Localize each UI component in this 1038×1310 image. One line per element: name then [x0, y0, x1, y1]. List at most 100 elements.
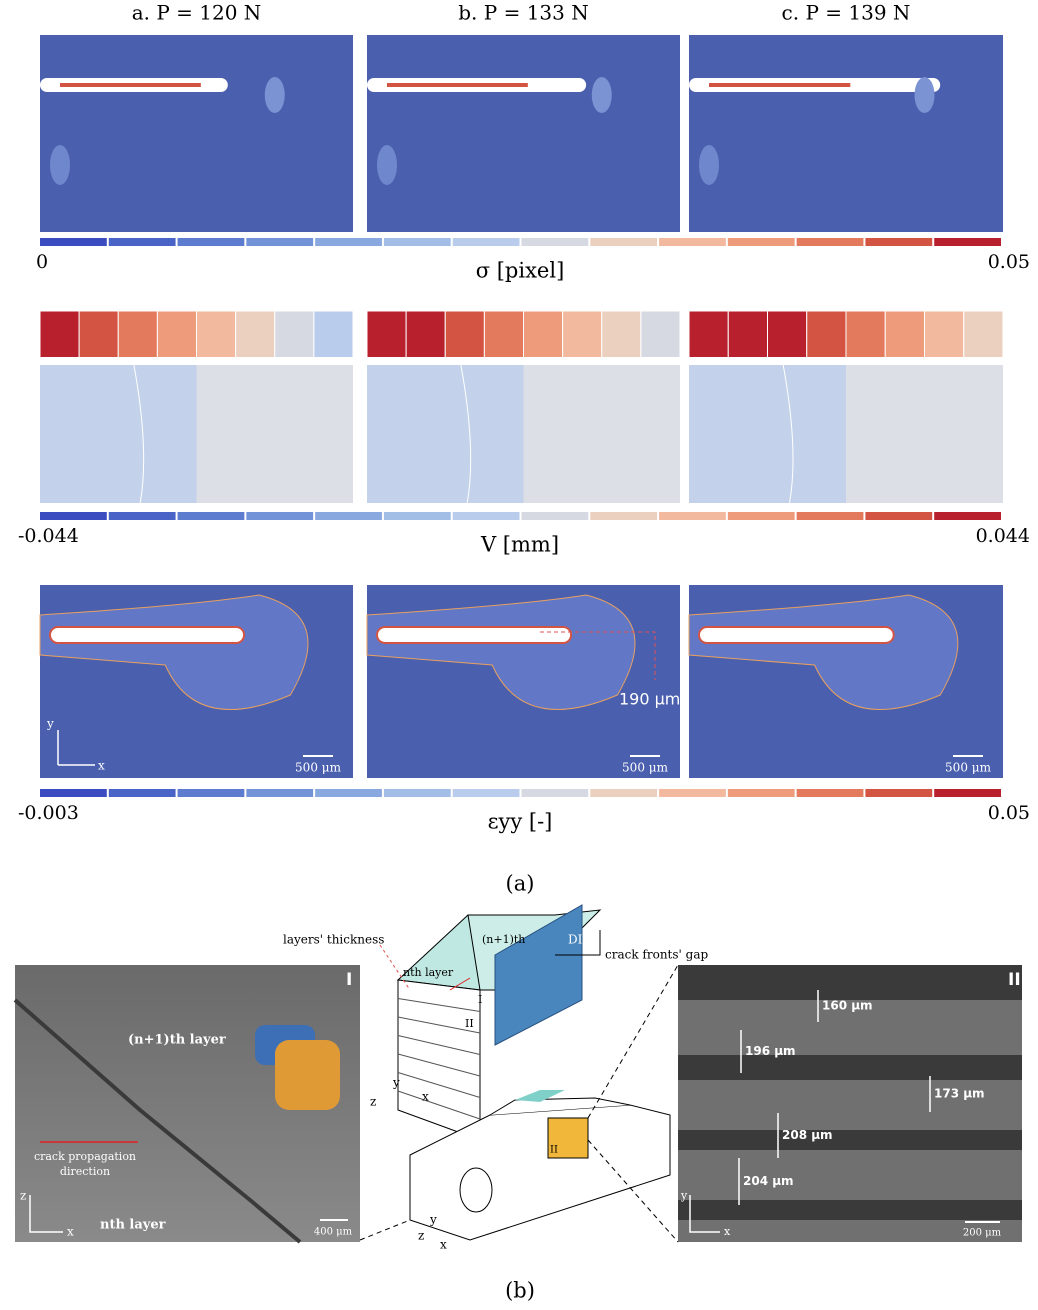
colorbar-segment: [178, 238, 245, 246]
axis-label: x: [98, 759, 105, 773]
column-title: b. P = 133 N: [458, 1, 588, 25]
contour-map: [40, 35, 353, 232]
scale-bar-label: 200 μm: [963, 1228, 1002, 1239]
diagram-label: layers' thickness: [283, 933, 384, 947]
hole: [460, 1168, 492, 1212]
band: [445, 311, 484, 359]
band: [768, 311, 807, 359]
colorbar-segment: [797, 238, 864, 246]
colorbar-segment: [315, 789, 382, 797]
band: [885, 311, 924, 359]
crack: [367, 357, 680, 365]
crack: [377, 627, 571, 643]
diagram-label: crack fronts' gap: [605, 948, 708, 962]
dash: [360, 1220, 410, 1240]
axis-label: x: [422, 1090, 429, 1104]
colorbar-segment: [315, 512, 382, 520]
colorbar-label: σ [pixel]: [476, 259, 565, 283]
colorbar-segment: [797, 512, 864, 520]
spot: [699, 145, 719, 185]
dark-band: [678, 1130, 1022, 1150]
colorbar-segment: [453, 238, 520, 246]
colorbar-segment: [865, 789, 932, 797]
colorbar-segment: [865, 512, 932, 520]
colorbar-segment: [797, 789, 864, 797]
band: [807, 311, 846, 359]
figure: a. P = 120 Nb. P = 133 Nc. P = 139 N00.0…: [0, 0, 1038, 1310]
colorbar-segment: [659, 512, 726, 520]
colorbar-segment: [40, 238, 107, 246]
thickness-label: 160 μm: [822, 999, 873, 1013]
contour-map: [367, 35, 680, 232]
dark-band: [678, 1200, 1022, 1220]
scale-bar-label: 400 μm: [314, 1227, 353, 1238]
layers: [398, 980, 480, 1140]
band: [406, 311, 445, 359]
scale-bar-label: 500 μm: [945, 761, 992, 775]
spot: [915, 77, 935, 113]
crack: [40, 357, 353, 365]
band: [964, 311, 1003, 359]
band: [484, 311, 523, 359]
band: [236, 311, 275, 359]
diagram-label: I: [478, 993, 482, 1006]
band: [641, 311, 680, 359]
axis-label: y: [429, 1213, 437, 1227]
column-title: c. P = 139 N: [782, 1, 911, 25]
band: [524, 359, 681, 503]
dark-band: [678, 1055, 1022, 1080]
gap-label: 190 μm: [619, 690, 680, 709]
band: [925, 311, 964, 359]
diagram-label: DIC: [568, 933, 592, 947]
band: [524, 311, 563, 359]
colorbar-segment: [40, 512, 107, 520]
colorbar-segment: [590, 238, 657, 246]
colorbar-segment: [315, 238, 382, 246]
axis-label: x: [67, 1225, 74, 1239]
band: [118, 311, 157, 359]
band: [728, 311, 767, 359]
diagram-label: II: [465, 1017, 474, 1030]
dark-band: [678, 965, 1022, 1000]
diagram-label: (n+1)th: [482, 933, 525, 946]
crack-hot: [387, 83, 528, 87]
direction-label: direction: [60, 1165, 110, 1178]
colorbar-segment: [178, 789, 245, 797]
colorbar-segment: [40, 789, 107, 797]
caption: (a): [506, 872, 535, 896]
colorbar-segment: [590, 512, 657, 520]
colorbar-segment: [590, 789, 657, 797]
crack-hot: [709, 83, 850, 87]
contour-map: [689, 35, 1003, 232]
thickness-label: 208 μm: [782, 1128, 833, 1142]
band: [602, 311, 641, 359]
colorbar-segment: [522, 238, 589, 246]
band: [563, 311, 602, 359]
layer-label: (n+1)th layer: [128, 1033, 226, 1048]
layer-icon: [275, 1040, 340, 1110]
diagram-label: nth layer: [403, 966, 454, 979]
column-title: a. P = 120 N: [132, 1, 262, 25]
colorbar-segment: [246, 238, 313, 246]
colorbar-segment: [659, 789, 726, 797]
colorbar-segment: [109, 512, 176, 520]
colorbar-max: 0.044: [976, 525, 1030, 547]
band: [846, 311, 885, 359]
band: [846, 359, 1003, 503]
direction-label: crack propagation: [34, 1150, 136, 1163]
band: [689, 311, 728, 359]
colorbar-segment: [522, 789, 589, 797]
axis-label: y: [680, 1189, 688, 1202]
band: [40, 311, 79, 359]
colorbar-segment: [865, 238, 932, 246]
band: [197, 311, 236, 359]
spot: [50, 145, 70, 185]
spot: [265, 77, 285, 113]
caption: (b): [505, 1279, 535, 1303]
dash: [588, 965, 678, 1118]
axis-label: z: [370, 1095, 376, 1109]
colorbar-segment: [246, 512, 313, 520]
colorbar-segment: [934, 789, 1001, 797]
spot: [592, 77, 612, 113]
colorbar-segment: [384, 789, 451, 797]
